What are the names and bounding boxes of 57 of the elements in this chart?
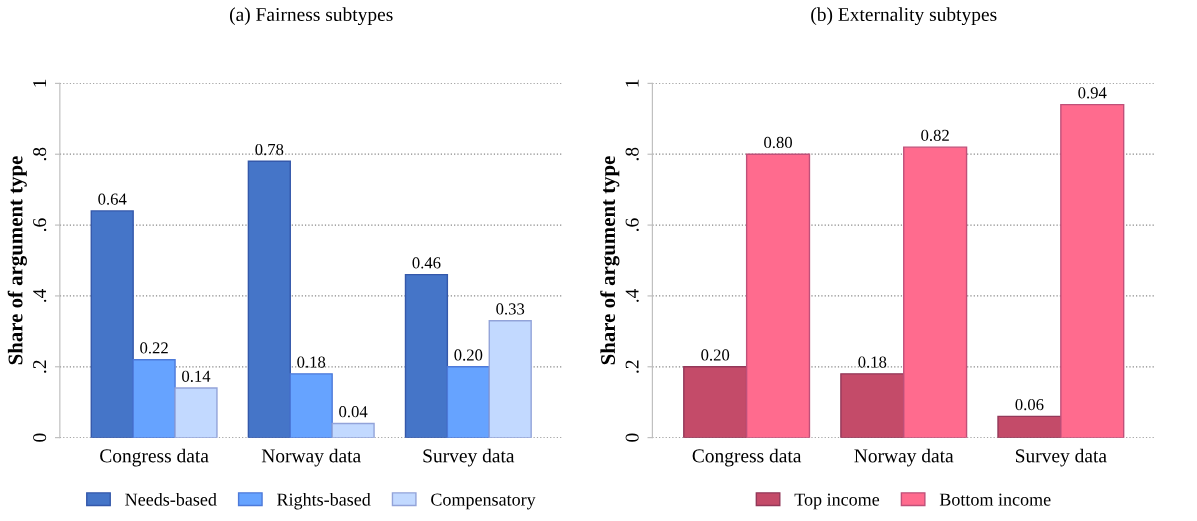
data-label: 0.14 bbox=[182, 370, 211, 382]
legend-label: Needs-based bbox=[125, 492, 217, 506]
data-label: 0.33 bbox=[496, 303, 525, 315]
data-label: 0.64 bbox=[98, 193, 127, 205]
y-tick-label: .8 bbox=[33, 147, 47, 161]
y-axis-title: Share of argument type bbox=[7, 156, 27, 365]
legend-label: Top income bbox=[794, 493, 880, 510]
legend-label: Compensatory bbox=[431, 493, 536, 510]
data-label: 0.20 bbox=[454, 349, 483, 361]
bar bbox=[90, 210, 134, 438]
y-tick-label: 0 bbox=[625, 433, 639, 442]
data-label: 0.82 bbox=[921, 129, 949, 142]
data-label: 0.94 bbox=[1078, 87, 1107, 99]
y-tick-label: 0 bbox=[33, 433, 47, 442]
x-tick-label: Norway data bbox=[261, 448, 361, 467]
y-tick-label: 1 bbox=[33, 79, 46, 87]
bar bbox=[331, 422, 375, 438]
x-tick-label: Congress data bbox=[692, 448, 802, 467]
bar bbox=[174, 387, 218, 438]
bar bbox=[247, 160, 291, 438]
bar bbox=[997, 415, 1062, 438]
data-label: 0.18 bbox=[297, 356, 326, 368]
x-tick-label: Congress data bbox=[100, 448, 209, 467]
x-tick-label: Norway data bbox=[854, 448, 954, 467]
y-tick-label: .2 bbox=[625, 360, 639, 373]
y-tick-label: .4 bbox=[33, 288, 47, 302]
chart-title: (b) Externality subtypes bbox=[811, 7, 997, 26]
bar bbox=[488, 320, 532, 438]
y-tick-label: .8 bbox=[625, 147, 639, 161]
data-label: 0.20 bbox=[701, 349, 730, 361]
bar bbox=[404, 273, 449, 438]
bar bbox=[132, 359, 176, 438]
bar bbox=[289, 373, 333, 438]
legend-label: Rights-based bbox=[277, 492, 371, 510]
x-tick-label: Survey data bbox=[1015, 448, 1107, 467]
bar bbox=[683, 366, 748, 438]
chart-title: (a) Fairness subtypes bbox=[229, 7, 393, 26]
y-tick-label: .6 bbox=[625, 218, 639, 232]
bar bbox=[446, 366, 490, 438]
data-label: 0.78 bbox=[255, 143, 284, 156]
data-label: 0.46 bbox=[412, 257, 441, 269]
y-tick-label: .2 bbox=[33, 360, 47, 373]
bar bbox=[1060, 103, 1125, 438]
bar bbox=[840, 373, 905, 438]
data-label: 0.80 bbox=[764, 136, 792, 149]
bar bbox=[903, 146, 968, 438]
x-tick-label: Survey data bbox=[423, 448, 515, 467]
y-tick-label: .6 bbox=[33, 218, 47, 232]
data-label: 0.06 bbox=[1015, 398, 1044, 411]
data-label: 0.22 bbox=[140, 342, 168, 354]
y-axis-title: Share of argument type bbox=[600, 156, 620, 365]
legend-label: Bottom income bbox=[939, 493, 1051, 506]
y-tick-label: 1 bbox=[625, 79, 639, 87]
bar bbox=[745, 153, 811, 438]
data-label: 0.04 bbox=[339, 406, 368, 418]
y-tick-label: .4 bbox=[625, 288, 639, 302]
data-label: 0.18 bbox=[858, 356, 887, 368]
